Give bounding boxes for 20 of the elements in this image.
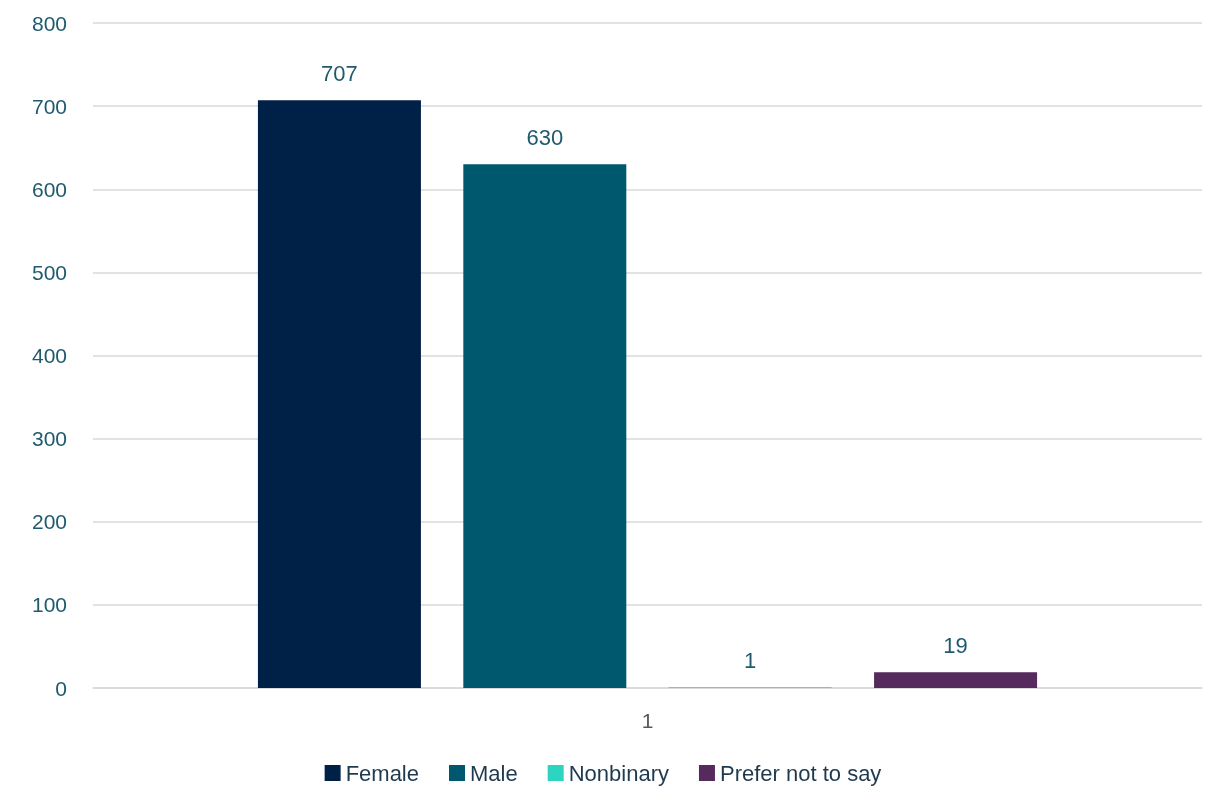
y-tick-label: 400 [31,344,67,367]
bar [463,164,627,688]
data-label: 1 [744,647,757,673]
y-tick-label: 0 [55,676,67,700]
legend-label: Nonbinary [568,760,669,786]
y-tick-label: 700 [31,94,67,118]
bar [874,672,1038,688]
y-tick-label: 500 [31,260,67,284]
bar [257,100,421,688]
y-tick-label: 200 [31,510,67,534]
data-label: 630 [526,124,564,150]
y-tick-label: 100 [31,593,67,617]
legend-label: Male [469,760,518,786]
y-tick-label: 800 [31,11,67,35]
legend-label: Prefer not to say [719,760,882,786]
data-label: 19 [943,632,968,658]
y-tick-label: 300 [31,427,67,451]
data-label: 707 [321,60,358,86]
y-tick-label: 600 [31,177,67,201]
legend-label: Female [345,760,419,786]
